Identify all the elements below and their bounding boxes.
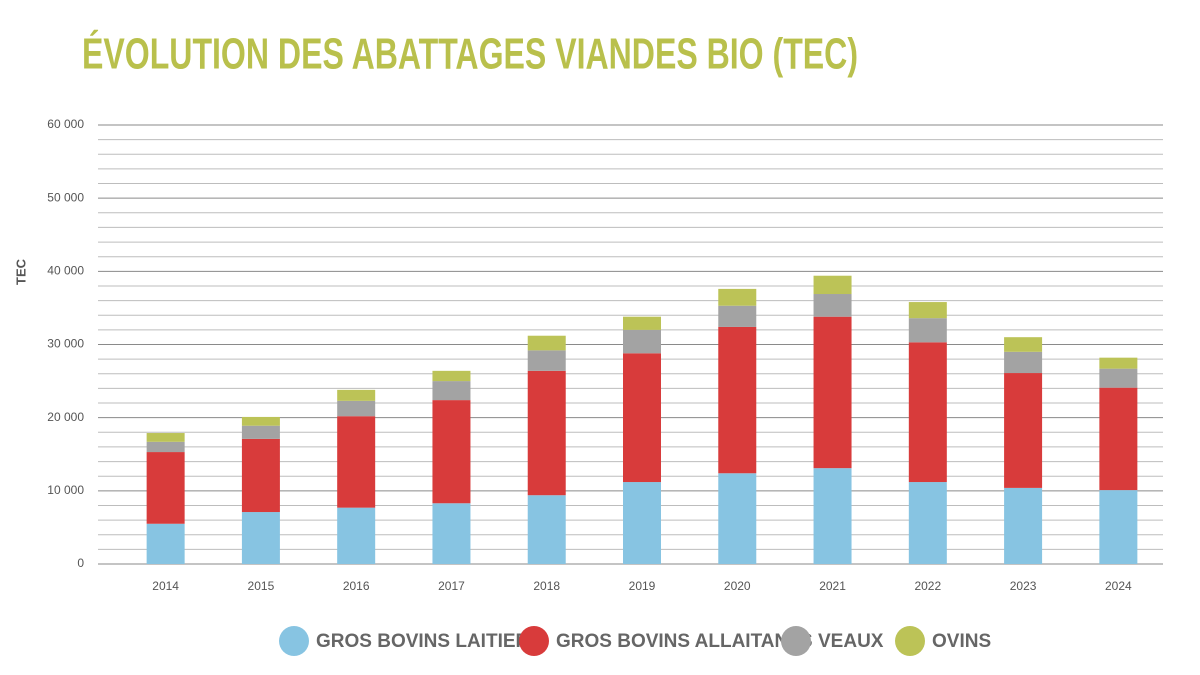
bar-segment: [146, 523, 185, 564]
bar-segment: [337, 400, 376, 417]
bar-segment: [1004, 487, 1043, 564]
legend-marker: [279, 626, 309, 656]
bar-segment: [527, 335, 566, 351]
x-tick-label: 2018: [533, 579, 560, 593]
y-tick-label: 10 000: [47, 483, 84, 497]
x-tick-label: 2022: [914, 579, 941, 593]
x-tick-label: 2015: [248, 579, 275, 593]
bar-segment: [813, 468, 852, 564]
y-tick-label: 20 000: [47, 410, 84, 424]
bar-segment: [1004, 337, 1043, 352]
legend-marker: [895, 626, 925, 656]
bar-segment: [432, 400, 471, 504]
x-tick-label: 2019: [629, 579, 656, 593]
bar-segment: [241, 425, 280, 439]
bar-segment: [908, 318, 947, 343]
bar-segment: [813, 316, 852, 469]
x-tick-label: 2014: [152, 579, 179, 593]
bar-segment: [337, 416, 376, 508]
bar-segment: [1099, 368, 1138, 388]
bar-segment: [146, 452, 185, 524]
x-tick-label: 2017: [438, 579, 465, 593]
bar-segment: [908, 302, 947, 319]
bar-segment: [718, 305, 757, 327]
bar-segment: [1099, 490, 1138, 564]
bar-segment: [718, 288, 757, 306]
bar-segment: [241, 438, 280, 513]
y-tick-label: 60 000: [47, 117, 84, 131]
bar-segment: [527, 495, 566, 564]
legend-label: GROS BOVINS ALLAITANTS: [556, 631, 813, 652]
legend-label: VEAUX: [818, 631, 884, 652]
x-tick-label: 2016: [343, 579, 370, 593]
y-tick-label: 0: [77, 556, 84, 570]
bar-segment: [623, 329, 661, 354]
legend-label: OVINS: [932, 631, 991, 652]
legend-label: GROS BOVINS LAITIERS: [316, 631, 542, 652]
bar-segment: [432, 503, 471, 564]
y-axis-label: TEC: [13, 258, 28, 285]
bar-segment: [146, 433, 185, 442]
y-tick-label: 30 000: [47, 337, 84, 351]
bar-segment: [623, 353, 661, 483]
x-tick-label: 2020: [724, 579, 751, 593]
x-tick-label: 2024: [1105, 579, 1132, 593]
bar-segment: [623, 316, 661, 330]
bar-segment: [432, 370, 471, 382]
chart-title: ÉVOLUTION DES ABATTAGES VIANDES BIO (TEC…: [82, 29, 858, 79]
bar-segment: [1004, 351, 1043, 374]
bar-segment: [908, 482, 947, 564]
bar-segment: [527, 370, 566, 496]
bar-segment: [527, 350, 566, 371]
bar-segment: [146, 441, 185, 453]
bar-segment: [813, 294, 852, 317]
bar-segment: [241, 512, 280, 564]
bar-segment: [718, 473, 757, 564]
bar-segment: [1099, 357, 1138, 369]
bar-segment: [1099, 387, 1138, 491]
x-tick-label: 2023: [1010, 579, 1037, 593]
y-tick-label: 50 000: [47, 190, 84, 204]
bar-segment: [1004, 373, 1043, 488]
bar-segment: [432, 381, 471, 401]
y-tick-label: 40 000: [47, 264, 84, 278]
bar-segment: [908, 342, 947, 483]
bar-segment: [337, 389, 376, 401]
bar-segment: [718, 326, 757, 474]
bar-segment: [337, 507, 376, 564]
bar-segment: [241, 416, 280, 426]
legend-marker: [519, 626, 549, 656]
bar-segment: [623, 482, 661, 564]
x-tick-label: 2021: [819, 579, 846, 593]
legend-marker: [781, 626, 811, 656]
bar-segment: [813, 275, 852, 295]
